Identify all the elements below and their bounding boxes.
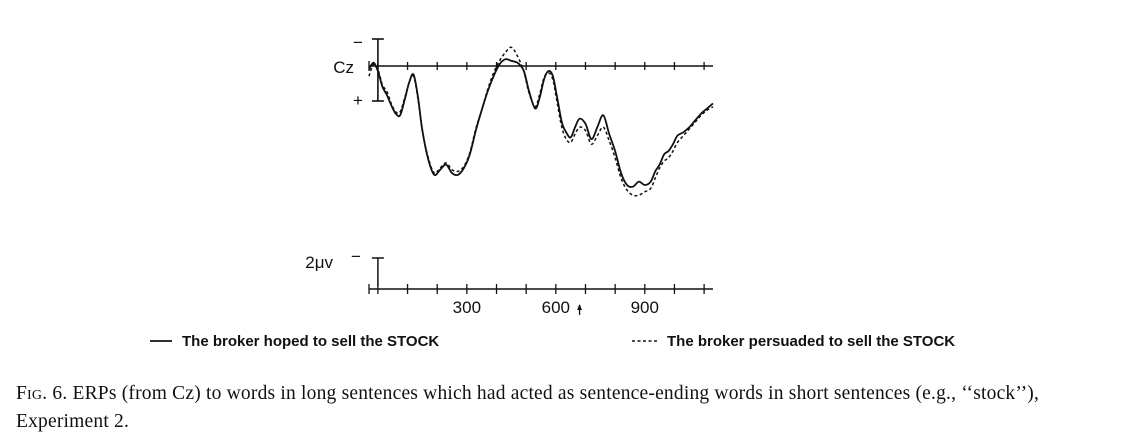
time-tick-label: 300 <box>453 298 481 317</box>
scale-polarity-label: − <box>351 247 361 266</box>
polarity-negative-label: − <box>353 33 363 52</box>
figure-caption: Fig. 6. ERPs (from Cz) to words in long … <box>16 380 1126 436</box>
polarity-positive-label: + <box>353 91 363 110</box>
caption-text: ERPs (from Cz) to words in long sentence… <box>16 383 1040 432</box>
series-line-hoped <box>368 58 714 188</box>
legend: The broker hoped to sell the STOCK The br… <box>150 333 955 350</box>
time-tick-label: 600 <box>542 298 570 317</box>
series-line-persuaded <box>368 46 714 197</box>
waveform-group <box>368 46 714 197</box>
bottom-time-axis: 300 600 900 2μv − <box>305 247 713 317</box>
legend-label-persuaded: The broker persuaded to sell the STOCK <box>667 333 955 350</box>
legend-label-hoped: The broker hoped to sell the STOCK <box>182 333 439 350</box>
electrode-label: Cz <box>333 58 354 77</box>
marker-arrow-icon <box>577 304 583 310</box>
time-tick-label: 900 <box>631 298 659 317</box>
figure-label: Fig. 6. <box>16 383 68 404</box>
scale-label: 2μv <box>305 253 333 272</box>
